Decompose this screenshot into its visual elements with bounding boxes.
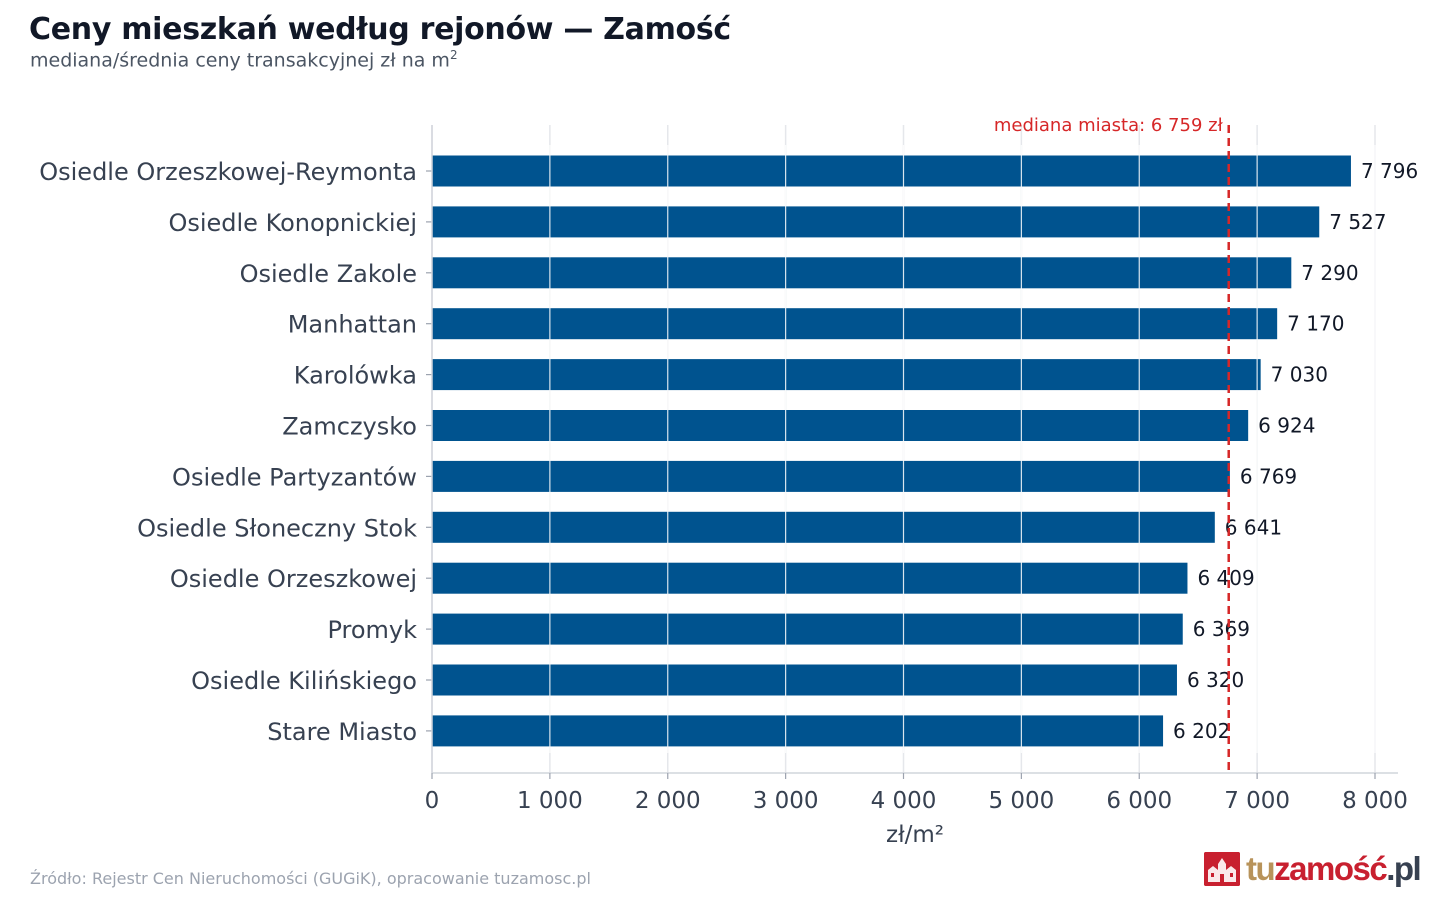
value-label-1: 7 527: [1329, 210, 1386, 234]
bar-0: [432, 155, 1351, 187]
x-tick-label-1: 1 000: [517, 788, 583, 814]
x-tick-label-3: 3 000: [753, 788, 819, 814]
category-label-2: Osiedle Zakole: [240, 260, 417, 288]
value-label-0: 7 796: [1361, 159, 1418, 183]
source-note: Źródło: Rejestr Cen Nieruchomości (GUGiK…: [30, 869, 591, 888]
logo-pl: .pl: [1386, 850, 1422, 887]
value-label-9: 6 369: [1193, 617, 1250, 641]
value-label-4: 7 030: [1271, 363, 1328, 387]
value-label-6: 6 769: [1240, 464, 1297, 488]
x-tick-label-5: 5 000: [988, 788, 1054, 814]
x-tick-label-7: 7 000: [1224, 788, 1290, 814]
median-reference: mediana miasta: 6 759 zł: [994, 115, 1230, 773]
x-tick-label-6: 6 000: [1106, 788, 1172, 814]
bar-6: [432, 460, 1230, 492]
bar-2: [432, 257, 1292, 289]
x-tick-label-4: 4 000: [871, 788, 937, 814]
axes: Osiedle Orzeszkowej-Reymonta Osiedle Kono…: [39, 125, 1408, 848]
category-label-11: Stare Miasto: [267, 718, 417, 746]
category-label-9: Promyk: [327, 616, 417, 644]
subtitle-text: mediana/średnia ceny transakcyjnej zł na…: [30, 49, 450, 72]
bar-5: [432, 410, 1249, 441]
category-label-3: Manhattan: [288, 311, 417, 339]
bar-11: [432, 715, 1164, 747]
bar-10: [432, 664, 1177, 696]
bars: 7 796 7 527 7 290 7 170 7 030 6 924 6 769 6 641…: [432, 145, 1418, 753]
bar-7: [432, 511, 1215, 543]
chart-title: Ceny mieszkań według rejonów — Zamość: [29, 12, 731, 47]
value-label-11: 6 202: [1173, 719, 1230, 743]
x-tick-label-0: 0: [425, 788, 440, 814]
category-label-5: Zamczysko: [282, 413, 417, 441]
category-label-4: Karolówka: [294, 362, 417, 390]
bar-4: [432, 359, 1261, 391]
x-axis-title: zł/m²: [886, 822, 944, 848]
category-label-1: Osiedle Konopnickiej: [168, 209, 417, 237]
logo-wordmark: tuzamość.pl: [1246, 850, 1422, 887]
value-label-7: 6 641: [1225, 515, 1282, 539]
category-label-6: Osiedle Partyzantów: [172, 463, 417, 491]
bar-1: [432, 206, 1320, 238]
subtitle-superscript: 2: [449, 48, 458, 62]
bar-9: [432, 613, 1183, 645]
tuzamosc-logo: tuzamość.pl: [1204, 850, 1422, 887]
category-label-8: Osiedle Orzeszkowej: [170, 565, 417, 593]
value-label-8: 6 409: [1197, 566, 1254, 590]
logo-zamosc: zamość: [1274, 850, 1388, 887]
x-tick-label-2: 2 000: [635, 788, 701, 814]
value-label-2: 7 290: [1301, 261, 1358, 285]
category-label-10: Osiedle Kilińskiego: [191, 667, 417, 695]
x-tick-label-8: 8 000: [1342, 788, 1408, 814]
bar-3: [432, 308, 1278, 340]
category-label-7: Osiedle Słoneczny Stok: [137, 514, 417, 542]
category-label-0: Osiedle Orzeszkowej-Reymonta: [39, 158, 417, 186]
value-label-3: 7 170: [1287, 312, 1344, 336]
bar-8: [432, 562, 1188, 594]
town-hall-icon: [1204, 852, 1240, 886]
logo-tu: tu: [1246, 850, 1276, 887]
median-label: mediana miasta: 6 759 zł: [994, 115, 1224, 136]
value-label-5: 6 924: [1258, 414, 1315, 438]
chart-subtitle: mediana/średnia ceny transakcyjnej zł na…: [30, 48, 458, 71]
value-label-10: 6 320: [1187, 668, 1244, 692]
